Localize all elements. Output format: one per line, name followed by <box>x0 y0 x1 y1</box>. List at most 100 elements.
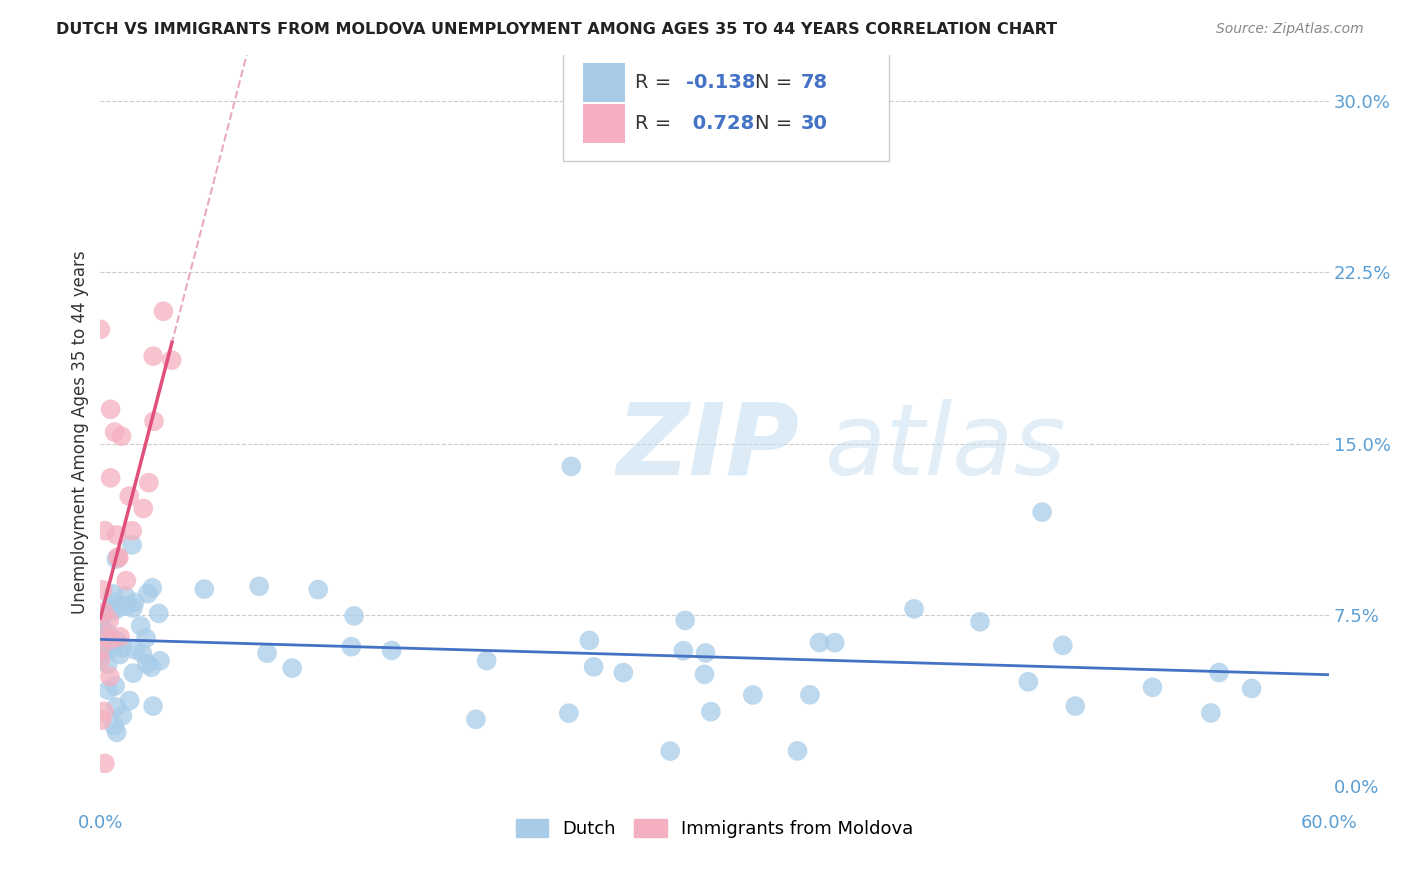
Point <box>97 683 120 698</box>
Point <box>98 670 121 684</box>
Point <box>105 552 128 566</box>
Point <box>799 688 821 702</box>
Text: 78: 78 <box>800 73 828 92</box>
Point <box>124 642 146 657</box>
Point <box>149 654 172 668</box>
Point <box>741 688 763 702</box>
Point <box>100 595 122 609</box>
Point <box>90 648 112 662</box>
Point <box>93 645 115 659</box>
Point <box>91 582 114 597</box>
Point <box>808 635 831 649</box>
Point <box>136 586 159 600</box>
Point <box>695 646 717 660</box>
Point <box>247 579 270 593</box>
Point <box>1031 505 1053 519</box>
Point <box>578 633 600 648</box>
Text: 0.728: 0.728 <box>686 114 755 133</box>
Point <box>110 429 132 443</box>
Point <box>100 632 122 647</box>
Point <box>124 595 146 609</box>
Point <box>105 725 128 739</box>
Point <box>969 615 991 629</box>
Point <box>105 700 128 714</box>
Point <box>148 607 170 621</box>
Point <box>693 667 716 681</box>
Point <box>700 705 723 719</box>
Point <box>98 641 121 656</box>
Point <box>1064 699 1087 714</box>
Point <box>560 459 582 474</box>
Point <box>104 679 127 693</box>
FancyBboxPatch shape <box>583 62 624 102</box>
Point <box>100 604 122 618</box>
Point <box>97 626 120 640</box>
Text: 30: 30 <box>800 114 827 133</box>
Text: N =: N = <box>755 114 799 133</box>
Point <box>464 712 486 726</box>
Text: R =: R = <box>634 73 678 92</box>
Text: -0.138: -0.138 <box>686 73 756 92</box>
Point <box>281 661 304 675</box>
Point <box>94 756 117 771</box>
Point <box>381 643 404 657</box>
Text: N =: N = <box>755 73 799 92</box>
Point <box>118 693 141 707</box>
Point <box>97 657 120 672</box>
Text: DUTCH VS IMMIGRANTS FROM MOLDOVA UNEMPLOYMENT AMONG AGES 35 TO 44 YEARS CORRELAT: DUTCH VS IMMIGRANTS FROM MOLDOVA UNEMPLO… <box>56 22 1057 37</box>
Point <box>115 574 138 588</box>
Point <box>340 640 363 654</box>
Legend: Dutch, Immigrants from Moldova: Dutch, Immigrants from Moldova <box>509 812 921 846</box>
Point <box>89 322 111 336</box>
Point <box>91 624 114 639</box>
Point <box>108 630 131 644</box>
Point <box>111 708 134 723</box>
Point <box>141 660 163 674</box>
Point <box>107 550 129 565</box>
Point <box>659 744 682 758</box>
Point <box>103 719 125 733</box>
Point <box>786 744 808 758</box>
Point <box>582 660 605 674</box>
Point <box>129 619 152 633</box>
Point <box>94 630 117 644</box>
Point <box>824 636 846 650</box>
Point <box>122 601 145 615</box>
Point <box>903 602 925 616</box>
Point <box>152 304 174 318</box>
Point <box>136 657 159 671</box>
Point <box>1052 638 1074 652</box>
Point <box>673 613 696 627</box>
Point <box>475 654 498 668</box>
Point <box>111 640 134 655</box>
Point <box>612 665 634 680</box>
Point <box>114 599 136 614</box>
Point <box>94 524 117 538</box>
Point <box>100 402 122 417</box>
Point <box>1240 681 1263 696</box>
Point <box>121 524 143 538</box>
Point <box>91 623 114 637</box>
Point <box>108 648 131 662</box>
FancyBboxPatch shape <box>583 104 624 144</box>
Point <box>104 425 127 439</box>
Point <box>343 608 366 623</box>
Point <box>558 706 581 721</box>
Point <box>90 613 112 627</box>
Point <box>256 646 278 660</box>
FancyBboxPatch shape <box>564 44 889 161</box>
Point <box>1142 681 1164 695</box>
Point <box>138 475 160 490</box>
Point <box>160 353 183 368</box>
Point <box>93 705 115 719</box>
Point <box>132 501 155 516</box>
Point <box>93 637 115 651</box>
Point <box>131 647 153 661</box>
Point <box>90 639 112 653</box>
Point <box>121 538 143 552</box>
Point <box>1208 665 1230 680</box>
Point <box>307 582 329 597</box>
Point <box>98 614 121 628</box>
Point <box>118 489 141 503</box>
Point <box>142 349 165 363</box>
